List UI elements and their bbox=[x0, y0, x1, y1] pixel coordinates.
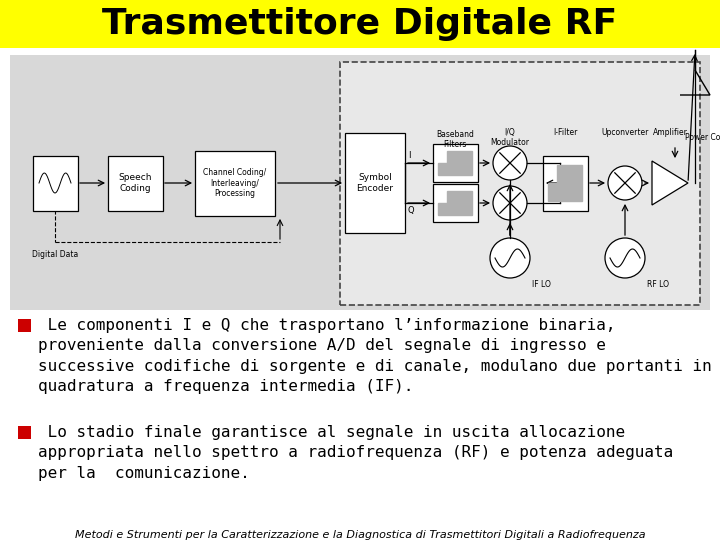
Text: Digital Data: Digital Data bbox=[32, 250, 78, 259]
Circle shape bbox=[605, 238, 645, 278]
Text: Channel Coding/
Interleaving/
Processing: Channel Coding/ Interleaving/ Processing bbox=[203, 168, 266, 198]
Circle shape bbox=[493, 146, 527, 180]
Bar bbox=[433, 144, 477, 182]
Polygon shape bbox=[652, 161, 688, 205]
Circle shape bbox=[608, 166, 642, 200]
Bar bbox=[433, 184, 477, 222]
Text: Power Control: Power Control bbox=[685, 133, 720, 143]
Bar bbox=[18, 319, 31, 332]
Polygon shape bbox=[438, 151, 472, 176]
Text: Metodi e Strumenti per la Caratterizzazione e la Diagnostica di Trasmettitori Di: Metodi e Strumenti per la Caratterizzazi… bbox=[75, 530, 645, 540]
Text: IF LO: IF LO bbox=[532, 280, 551, 289]
Text: Speech
Coding: Speech Coding bbox=[118, 173, 152, 193]
Bar bbox=[340, 62, 700, 305]
Bar bbox=[195, 151, 275, 215]
Bar bbox=[542, 156, 588, 211]
Text: Symbol
Encoder: Symbol Encoder bbox=[356, 173, 394, 193]
Bar bbox=[18, 426, 31, 439]
Text: Le componenti I e Q che trasportano l’informazione binaria,
proveniente dalla co: Le componenti I e Q che trasportano l’in… bbox=[38, 318, 712, 394]
Text: Lo stadio finale garantisce al segnale in uscita allocazione
appropriata nello s: Lo stadio finale garantisce al segnale i… bbox=[38, 425, 673, 481]
Bar bbox=[0, 0, 720, 48]
Text: Baseband
Filters: Baseband Filters bbox=[436, 130, 474, 150]
Text: Upconverter: Upconverter bbox=[601, 128, 649, 137]
Bar bbox=[345, 133, 405, 233]
Circle shape bbox=[490, 238, 530, 278]
Text: I/Q
Modulator: I/Q Modulator bbox=[490, 128, 529, 147]
Polygon shape bbox=[548, 165, 582, 201]
Text: Trasmettitore Digitale RF: Trasmettitore Digitale RF bbox=[102, 7, 618, 41]
Circle shape bbox=[493, 186, 527, 220]
Text: Amplifier: Amplifier bbox=[652, 128, 688, 137]
Bar bbox=[32, 156, 78, 211]
Text: I: I bbox=[408, 151, 410, 159]
Polygon shape bbox=[438, 191, 472, 215]
Text: RF LO: RF LO bbox=[647, 280, 669, 289]
Text: Q: Q bbox=[408, 206, 415, 214]
Text: I-Filter: I-Filter bbox=[553, 128, 577, 137]
Bar bbox=[10, 55, 710, 310]
Bar bbox=[107, 156, 163, 211]
